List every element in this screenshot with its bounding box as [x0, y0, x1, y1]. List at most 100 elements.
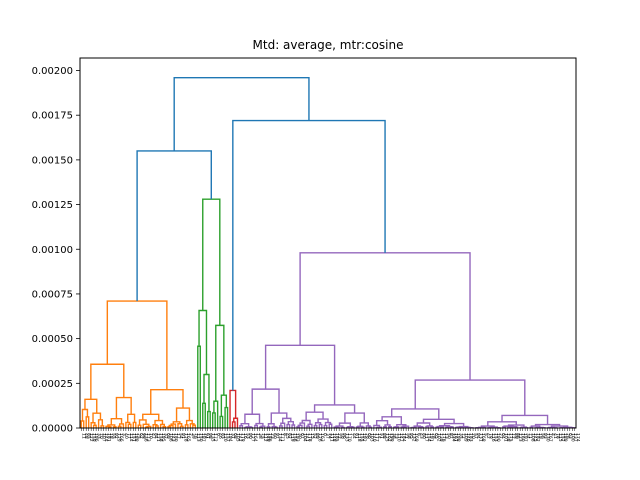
leaf-label: 89 — [314, 433, 320, 439]
dendrogram-link — [383, 426, 387, 428]
leaf-label: 8 — [282, 433, 288, 436]
dendrogram-link — [388, 426, 392, 428]
dendrogram-link — [197, 345, 201, 428]
leaf-label: 147 — [398, 433, 404, 442]
leaf-label: 97 — [274, 433, 280, 439]
leaf-label: 66 — [366, 433, 372, 439]
leaf-label: 101 — [502, 433, 508, 442]
dendrogram-link — [213, 400, 219, 428]
leaf-label: 52 — [311, 433, 317, 439]
leaf-label: 90 — [247, 433, 253, 439]
dendrogram-link — [338, 422, 352, 427]
leaf-label: 100 — [569, 433, 575, 442]
dendrogram-link — [391, 408, 440, 420]
dendrogram-link — [254, 424, 259, 428]
leaf-label: 74 — [326, 433, 332, 439]
dendrogram-link — [229, 389, 237, 428]
leaf-label: 59 — [339, 433, 345, 439]
dendrogram-links — [80, 76, 576, 429]
leaf-label: 129 — [115, 433, 121, 442]
leaf-label: 166 — [118, 433, 124, 442]
leaf-label: 149 — [264, 433, 270, 442]
leaf-label: 102 — [435, 433, 441, 442]
leaf-label: 6 — [416, 433, 422, 436]
dendrogram-link — [270, 412, 288, 424]
dendrogram-link — [84, 398, 98, 414]
leaf-label: 169 — [413, 433, 419, 442]
leaf-label: 161 — [453, 433, 459, 442]
leaf-label: 99 — [140, 433, 146, 439]
leaf-label: 12 — [510, 433, 516, 439]
dendrogram-link — [167, 425, 172, 428]
leaf-label: 159 — [91, 433, 97, 442]
leaf-label: 28 — [430, 433, 436, 439]
dendrogram-link — [150, 388, 184, 415]
leaf-label: 26 — [564, 433, 570, 439]
dendrogram-link — [138, 419, 147, 426]
dendrogram-link — [112, 426, 117, 428]
dendrogram-link — [267, 423, 275, 427]
dendrogram-link — [446, 425, 453, 428]
leaf-labels: 1148851221591963370107144181185592129166… — [81, 428, 580, 442]
dendrogram-link — [162, 426, 167, 428]
dendrogram-link — [110, 418, 123, 425]
leaf-label: 104 — [301, 433, 307, 442]
leaf-label: 94 — [475, 433, 481, 439]
leaf-label: 130 — [545, 433, 551, 442]
leaf-label: 58 — [406, 433, 412, 439]
leaf-label: 10 — [148, 433, 154, 439]
dendrogram-link — [373, 424, 381, 428]
leaf-label: 124 — [450, 433, 456, 442]
leaf-label: 114 — [128, 433, 134, 442]
dendrogram-link — [106, 300, 168, 390]
leaf-label: 150 — [197, 433, 203, 442]
leaf-label: 82 — [287, 433, 293, 439]
leaf-label: 14 — [376, 433, 382, 439]
leaf-label: 21 — [403, 433, 409, 439]
leaf-label: 79 — [487, 433, 493, 439]
dendrogram-link — [189, 423, 195, 428]
dendrogram-link — [458, 425, 469, 428]
leaf-label: 44 — [351, 433, 357, 439]
dendrogram-link — [154, 425, 159, 428]
dendrogram-link — [335, 425, 344, 428]
y-tick-label: 0.00200 — [32, 66, 73, 77]
leaf-label: 55 — [111, 433, 117, 439]
leaf-label: 86 — [515, 433, 521, 439]
leaf-label: 40 — [123, 433, 129, 439]
dendrogram-link — [173, 76, 310, 151]
chart-title: Mtd: average, mtr:cosine — [253, 38, 404, 52]
leaf-label: 136 — [143, 433, 149, 442]
leaf-label: 16 — [242, 433, 248, 439]
leaf-label: 146 — [465, 433, 471, 442]
leaf-label: 177 — [373, 433, 379, 442]
leaf-label: 76 — [192, 433, 198, 439]
leaf-label: 148 — [331, 433, 337, 442]
y-tick-label: 0.00050 — [32, 334, 73, 345]
leaf-label: 125 — [383, 433, 389, 442]
leaf-label: 195 — [160, 433, 166, 442]
leaf-label: 139 — [438, 433, 444, 442]
leaf-label: 69 — [165, 433, 171, 439]
leaf-label: 131 — [478, 433, 484, 442]
dendrogram-link — [80, 420, 85, 428]
leaf-label: 88 — [381, 433, 387, 439]
leaf-label: 165 — [185, 433, 191, 442]
dendrogram-link — [436, 425, 443, 428]
leaf-label: 61 — [205, 433, 211, 439]
leaf-label: 60 — [272, 433, 278, 439]
leaf-label: 17 — [175, 433, 181, 439]
leaf-label: 57 — [473, 433, 479, 439]
dendrogram-link — [282, 417, 292, 424]
y-axis: 0.00000 0.00025 0.00050 0.00075 0.00100 0.001… — [32, 66, 80, 435]
dendrogram-link — [175, 407, 191, 422]
leaf-label: 118 — [356, 433, 362, 442]
leaf-label: 71 — [527, 433, 533, 439]
leaf-label: 153 — [492, 433, 498, 442]
leaf-label: 128 — [182, 433, 188, 442]
leaf-label: 47 — [150, 433, 156, 439]
leaf-label: 180 — [173, 433, 179, 442]
dendrogram-link — [365, 425, 371, 428]
leaf-label: 73 — [393, 433, 399, 439]
leaf-label: 160 — [520, 433, 526, 442]
